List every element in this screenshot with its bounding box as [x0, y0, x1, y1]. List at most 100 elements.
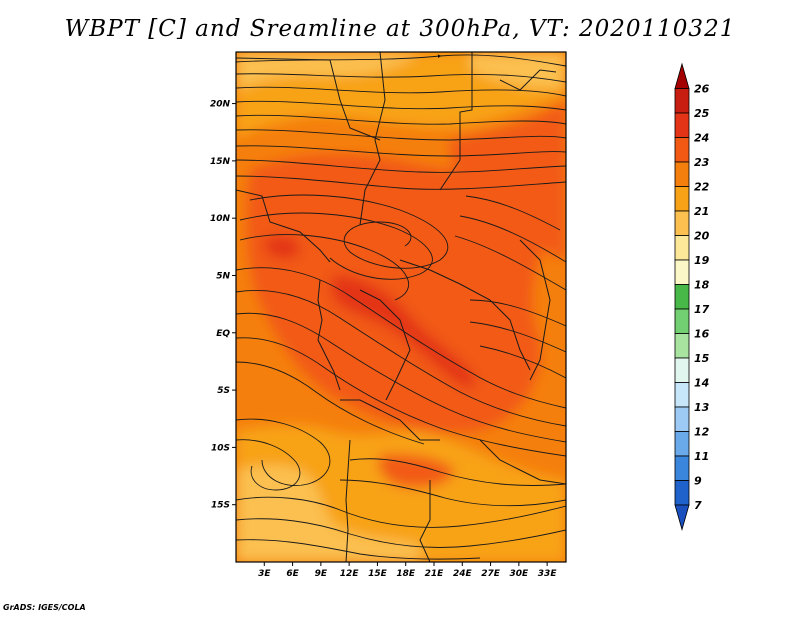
streamline [459, 215, 566, 263]
colorbar-swatch [674, 333, 690, 359]
border-line [399, 259, 531, 371]
streamline [469, 299, 566, 327]
streamline [236, 337, 566, 457]
lat-label: 15S [211, 501, 230, 511]
border-line [236, 189, 331, 263]
streamline [239, 234, 409, 301]
streamline [236, 439, 301, 491]
border-line [340, 399, 440, 441]
streamline [236, 129, 566, 141]
streamline [236, 267, 566, 409]
colorbar-swatch [674, 161, 690, 187]
colorbar-bottom-triangle [674, 504, 690, 531]
border-line [479, 439, 566, 485]
colorbar-swatch [674, 406, 690, 432]
lon-label: 24E [453, 569, 473, 579]
border-line [439, 52, 473, 191]
streamline [236, 145, 566, 157]
colorbar-top-triangle [674, 62, 690, 89]
colorbar-swatch [674, 357, 690, 383]
lon-label: 9E [315, 569, 328, 579]
colorbar-label: 18 [694, 279, 710, 292]
colorbar-label: 13 [694, 401, 710, 414]
border-line [359, 289, 411, 401]
lon-label: 33E [538, 569, 558, 579]
border-line [419, 480, 431, 562]
colorbar-swatch [674, 210, 690, 236]
streamline [236, 290, 566, 427]
border-line [236, 57, 381, 141]
streamline [236, 100, 566, 111]
streamline [236, 361, 425, 445]
colorbar-label: 16 [694, 328, 710, 341]
streamline [236, 418, 331, 486]
lat-label: 5N [216, 271, 230, 281]
streamline [236, 175, 566, 190]
colorbar-label: 15 [694, 352, 710, 365]
colorbar: 26 25 24 23 22 21 20 19 18 17 16 15 14 13 12 11 9 7 [674, 62, 710, 531]
streamline [239, 212, 433, 280]
border-line [499, 69, 557, 91]
border-line [519, 239, 551, 381]
streamline [236, 73, 566, 83]
field-warm-south [378, 454, 455, 488]
colorbar-label: 20 [694, 230, 710, 243]
border-line [317, 279, 341, 391]
lon-label: 15E [368, 569, 388, 579]
colorbar-swatch [674, 431, 690, 457]
colorbar-swatch [674, 308, 690, 334]
lat-label: EQ [216, 329, 230, 339]
field-coolest-north [236, 52, 420, 90]
lat-label: 5S [217, 386, 230, 396]
longitude-axis: 3E 6E 9E 12E 15E 18E 21E 24E 27E 30E 33E [258, 562, 557, 579]
border-line [345, 439, 351, 562]
grads-credit: GrADS: IGES/COLA [3, 603, 86, 612]
colorbar-label: 14 [694, 377, 709, 390]
streamline [236, 159, 566, 173]
lat-label: 10S [211, 443, 230, 453]
colorbar-swatch [674, 88, 690, 114]
colorbar-label: 12 [694, 426, 710, 439]
streamline [469, 321, 566, 353]
colorbar-swatch [674, 455, 690, 481]
colorbar-label: 7 [694, 499, 702, 512]
streamline [454, 235, 566, 291]
streamline [236, 496, 566, 528]
streamline [339, 479, 566, 507]
lon-label: 18E [396, 569, 416, 579]
map-title: WBPT [C] and Sreamline at 300hPa, VT: 20… [64, 16, 736, 42]
streamline [465, 195, 561, 231]
colorbar-label: 25 [694, 107, 710, 120]
streamline [236, 114, 566, 125]
colorbar-label: 11 [694, 450, 709, 463]
colorbar-swatch [674, 382, 690, 408]
lon-label: 30E [510, 569, 530, 579]
streamline [349, 458, 566, 486]
colorbar-label: 21 [694, 205, 709, 218]
colorbar-label: 26 [694, 83, 710, 96]
colorbar-label: 24 [694, 132, 709, 145]
colorbar-label: 17 [694, 303, 710, 316]
colorbar-swatch [674, 480, 690, 506]
colorbar-swatch [674, 259, 690, 285]
border-line [359, 52, 386, 226]
field-coolest-sw [236, 529, 300, 562]
colorbar-swatch [674, 186, 690, 212]
colorbar-label: 23 [694, 156, 710, 169]
lon-label: 3E [258, 569, 271, 579]
lon-label: 6E [286, 569, 299, 579]
streamline [236, 54, 566, 67]
lon-label: 27E [481, 569, 501, 579]
colorbar-swatch [674, 235, 690, 261]
country-borders [236, 52, 566, 562]
lat-label: 20N [210, 100, 231, 110]
lat-label: 15N [210, 157, 231, 167]
lat-label: 10N [210, 214, 231, 224]
colorbar-label: 22 [694, 181, 710, 194]
lon-label: 12E [340, 569, 360, 579]
field-warm-east [450, 100, 566, 260]
streamline [236, 518, 566, 548]
map-frame [235, 51, 567, 563]
